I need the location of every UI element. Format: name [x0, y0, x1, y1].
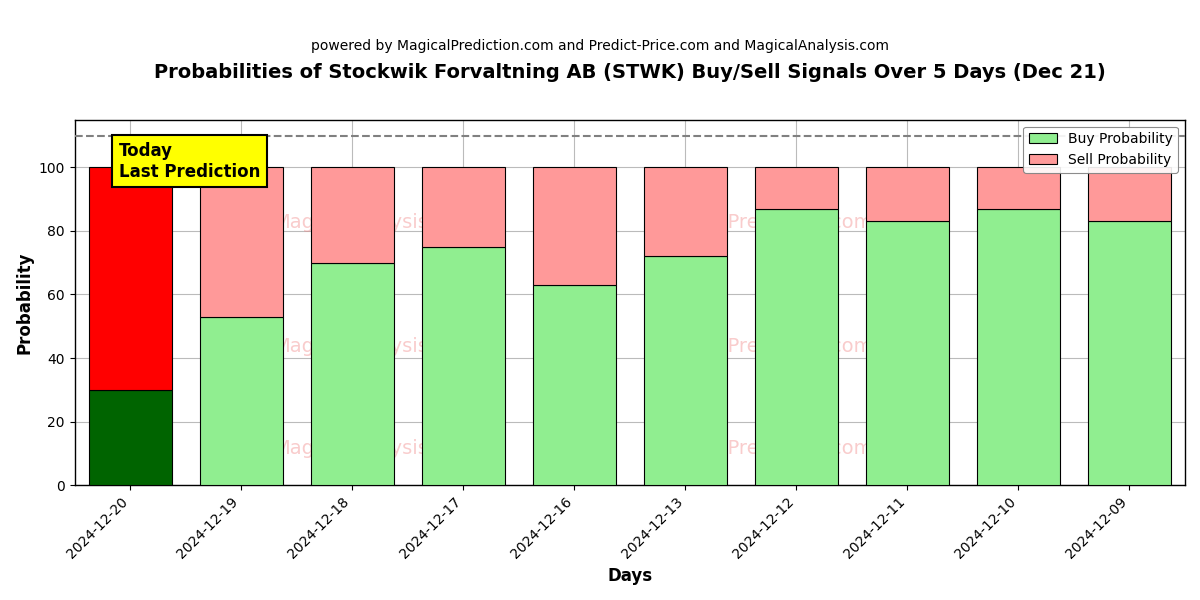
Bar [311, 263, 394, 485]
Bar [643, 167, 727, 256]
Bar [755, 167, 838, 209]
Text: MagicalAnalysis.com: MagicalAnalysis.com [274, 212, 476, 232]
X-axis label: Days: Days [607, 567, 653, 585]
Text: MagicalPrediction.com: MagicalPrediction.com [653, 337, 872, 356]
Text: MagicalAnalysis.com: MagicalAnalysis.com [274, 439, 476, 458]
Bar [643, 256, 727, 485]
Bar [1088, 167, 1171, 221]
Bar [199, 317, 283, 485]
Bar [89, 167, 172, 390]
Y-axis label: Probability: Probability [16, 251, 34, 353]
Bar [89, 390, 172, 485]
Bar [421, 167, 505, 247]
Title: Probabilities of Stockwik Forvaltning AB (STWK) Buy/Sell Signals Over 5 Days (De: Probabilities of Stockwik Forvaltning AB… [154, 63, 1105, 82]
Bar [421, 247, 505, 485]
Text: Today
Last Prediction: Today Last Prediction [119, 142, 260, 181]
Bar [977, 167, 1060, 209]
Bar [865, 167, 949, 221]
Text: MagicalAnalysis.com: MagicalAnalysis.com [274, 337, 476, 356]
Bar [755, 209, 838, 485]
Bar [199, 167, 283, 317]
Bar [977, 209, 1060, 485]
Bar [311, 167, 394, 263]
Legend: Buy Probability, Sell Probability: Buy Probability, Sell Probability [1024, 127, 1178, 173]
Text: MagicalPrediction.com: MagicalPrediction.com [653, 212, 872, 232]
Text: powered by MagicalPrediction.com and Predict-Price.com and MagicalAnalysis.com: powered by MagicalPrediction.com and Pre… [311, 39, 889, 53]
Bar [1088, 221, 1171, 485]
Bar [533, 285, 616, 485]
Text: MagicalPrediction.com: MagicalPrediction.com [653, 439, 872, 458]
Bar [865, 221, 949, 485]
Bar [533, 167, 616, 285]
